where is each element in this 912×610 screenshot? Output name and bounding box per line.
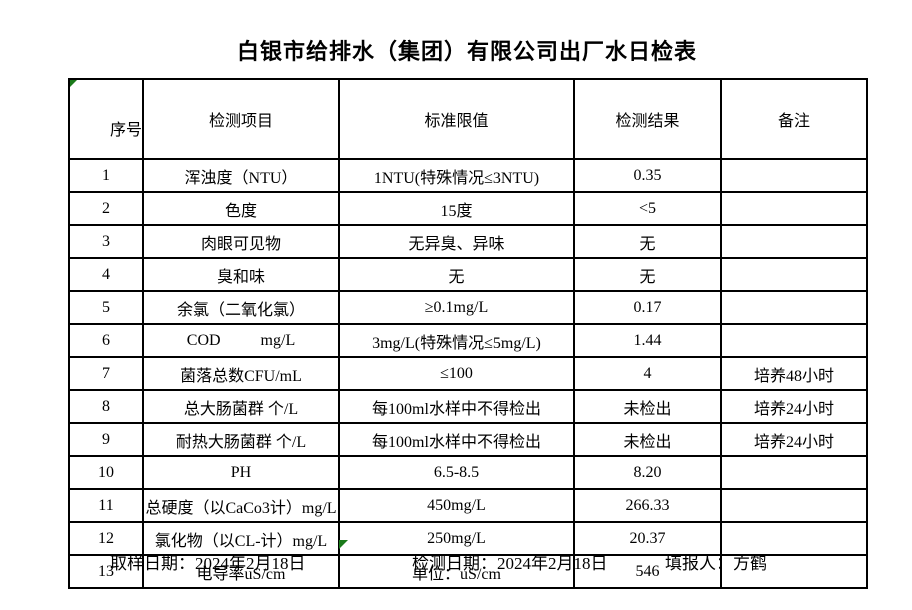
cell-seq: 3 xyxy=(68,224,144,259)
cell-result: 无 xyxy=(573,257,722,292)
cell-result: 8.20 xyxy=(573,455,722,490)
table-row: 9 耐热大肠菌群 个/L 每100ml水样中不得检出 未检出 培养24小时 xyxy=(68,422,868,457)
cell-result: <5 xyxy=(573,191,722,226)
cell-remark xyxy=(720,158,868,193)
cell-limit: 3mg/L(特殊情况≤5mg/L) xyxy=(338,323,575,358)
cell-remark xyxy=(720,488,868,523)
cell-result: 546 xyxy=(573,554,722,589)
table-row: 12 氯化物（以CL-计）mg/L 250mg/L 20.37 xyxy=(68,521,868,556)
cell-limit: 单位：uS/cm xyxy=(338,554,575,589)
column-header-label: 序号 xyxy=(110,122,143,139)
cell-seq: 10 xyxy=(68,455,144,490)
cell-remark xyxy=(720,521,868,556)
cell-item: 余氯（二氧化氯） xyxy=(142,290,340,325)
cell-limit: ≥0.1mg/L xyxy=(338,290,575,325)
table-row: 13 电导率uS/cm 单位：uS/cm 546 xyxy=(68,554,868,589)
cell-result: 未检出 xyxy=(573,422,722,457)
cell-limit: 每100ml水样中不得检出 xyxy=(338,422,575,457)
cell-remark xyxy=(720,554,868,589)
cell-seq: 13 xyxy=(68,554,144,589)
cell-item: 菌落总数CFU/mL xyxy=(142,356,340,391)
column-header-seq: 序号 xyxy=(68,78,144,160)
table-row: 7 菌落总数CFU/mL ≤100 4 培养48小时 xyxy=(68,356,868,391)
cell-limit: 每100ml水样中不得检出 xyxy=(338,389,575,424)
cell-seq: 4 xyxy=(68,257,144,292)
cell-seq: 1 xyxy=(68,158,144,193)
sampling-date-text: 取样日期：2024年2月18日 xyxy=(110,554,306,573)
cell-item: 氯化物（以CL-计）mg/L xyxy=(142,521,340,556)
footer: 取样日期：2024年2月18日 检测日期：2024年2月18日 填报人：方鹤 xyxy=(0,549,912,573)
cell-item: 电导率uS/cm xyxy=(142,554,340,589)
cell-remark: 培养48小时 xyxy=(720,356,868,391)
cell-result: 4 xyxy=(573,356,722,391)
cell-seq: 5 xyxy=(68,290,144,325)
cell-remark xyxy=(720,224,868,259)
table-row: 11 总硬度（以CaCo3计）mg/L 450mg/L 266.33 xyxy=(68,488,868,523)
reporter-text: 填报人：方鹤 xyxy=(665,554,767,573)
table-row: 3 肉眼可见物 无异臭、异味 无 xyxy=(68,224,868,259)
cell-item: COD mg/L xyxy=(142,323,340,358)
cell-limit: 250mg/L xyxy=(338,521,575,556)
cell-result: 0.17 xyxy=(573,290,722,325)
cell-seq: 7 xyxy=(68,356,144,391)
cell-remark xyxy=(720,257,868,292)
cell-limit: 15度 xyxy=(338,191,575,226)
header-row: 序号 检测项目 标准限值 检测结果 备注 xyxy=(68,78,868,160)
page-title: 白银市给排水（集团）有限公司出厂水日检表 xyxy=(236,39,697,64)
cell-limit: 6.5-8.5 xyxy=(338,455,575,490)
cell-error-corner-icon xyxy=(71,81,77,87)
table-row: 2 色度 15度 <5 xyxy=(68,191,868,226)
cell-limit: 无 xyxy=(338,257,575,292)
cell-remark: 培养24小时 xyxy=(720,422,868,457)
green-triangle-marker-icon xyxy=(339,540,348,549)
cell-limit: 1NTU(特殊情况≤3NTU) xyxy=(338,158,575,193)
cell-result: 266.33 xyxy=(573,488,722,523)
cell-seq: 2 xyxy=(68,191,144,226)
cell-remark: 培养24小时 xyxy=(720,389,868,424)
cell-item: 肉眼可见物 xyxy=(142,224,340,259)
cell-limit: 450mg/L xyxy=(338,488,575,523)
cell-result: 未检出 xyxy=(573,389,722,424)
inspection-table: 序号 检测项目 标准限值 检测结果 备注 1 浑浊度（NTU） 1NTU(特殊情… xyxy=(68,78,868,589)
column-header-remark: 备注 xyxy=(720,78,868,160)
cell-seq: 6 xyxy=(68,323,144,358)
cell-remark xyxy=(720,191,868,226)
cell-item: 色度 xyxy=(142,191,340,226)
column-header-limit: 标准限值 xyxy=(338,78,575,160)
cell-item: 浑浊度（NTU） xyxy=(142,158,340,193)
table-row: 10 PH 6.5-8.5 8.20 xyxy=(68,455,868,490)
cell-item: 总大肠菌群 个/L xyxy=(142,389,340,424)
cell-limit: ≤100 xyxy=(338,356,575,391)
cell-item: 臭和味 xyxy=(142,257,340,292)
cell-seq: 11 xyxy=(68,488,144,523)
test-date-text: 检测日期：2024年2月18日 xyxy=(412,554,608,573)
table-row: 8 总大肠菌群 个/L 每100ml水样中不得检出 未检出 培养24小时 xyxy=(68,389,868,424)
table-row: 4 臭和味 无 无 xyxy=(68,257,868,292)
column-header-item: 检测项目 xyxy=(142,78,340,160)
cell-seq: 8 xyxy=(68,389,144,424)
cell-result: 无 xyxy=(573,224,722,259)
column-header-result: 检测结果 xyxy=(573,78,722,160)
cell-seq: 12 xyxy=(68,521,144,556)
table-row: 6 COD mg/L 3mg/L(特殊情况≤5mg/L) 1.44 xyxy=(68,323,868,358)
cell-item: PH xyxy=(142,455,340,490)
cell-remark xyxy=(720,290,868,325)
cell-result: 20.37 xyxy=(573,521,722,556)
cell-item: 耐热大肠菌群 个/L xyxy=(142,422,340,457)
cell-result: 1.44 xyxy=(573,323,722,358)
cell-remark xyxy=(720,323,868,358)
cell-limit: 无异臭、异味 xyxy=(338,224,575,259)
table-row: 1 浑浊度（NTU） 1NTU(特殊情况≤3NTU) 0.35 xyxy=(68,158,868,193)
cell-remark xyxy=(720,455,868,490)
cell-result: 0.35 xyxy=(573,158,722,193)
table-row: 5 余氯（二氧化氯） ≥0.1mg/L 0.17 xyxy=(68,290,868,325)
cell-seq: 9 xyxy=(68,422,144,457)
cell-item: 总硬度（以CaCo3计）mg/L xyxy=(142,488,340,523)
